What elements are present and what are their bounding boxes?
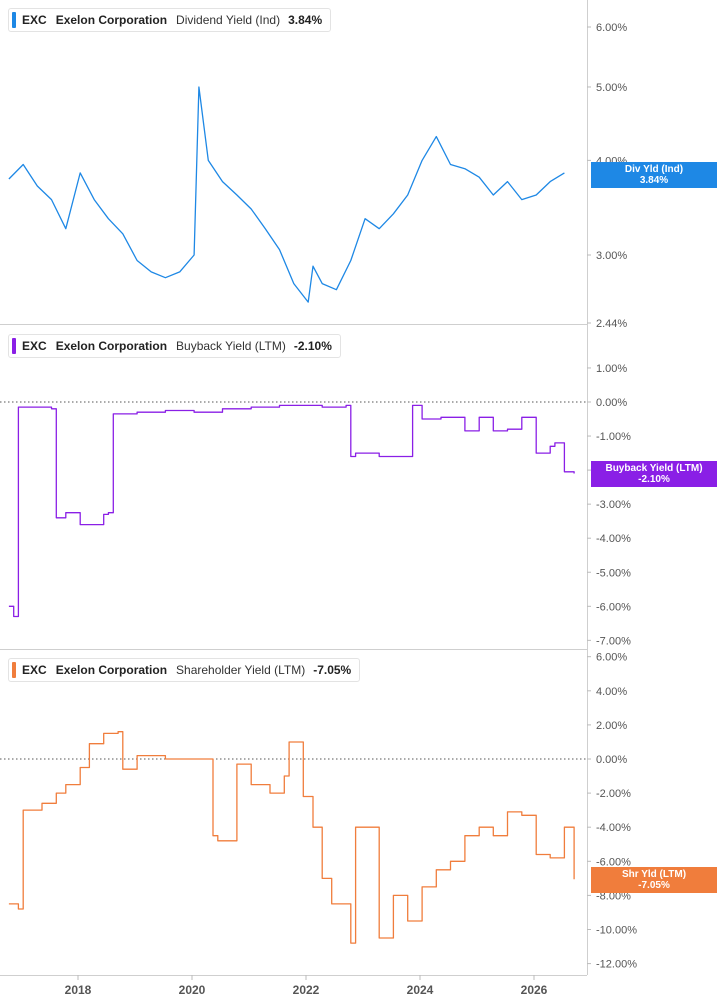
y-tick-label: 6.00%: [596, 22, 627, 34]
legend-metric: Buyback Yield (LTM): [176, 339, 286, 353]
y-tick-label: 4.00%: [596, 686, 627, 698]
tag-name: Div Yld (Ind): [624, 164, 684, 175]
tag-value: 3.84%: [639, 175, 669, 186]
x-tick-label: 2024: [407, 983, 434, 997]
y-tick-label: 0.00%: [596, 397, 627, 409]
legend-company: Exelon Corporation: [55, 13, 168, 27]
series-color-swatch: [12, 12, 16, 28]
tag-value: -7.05%: [638, 880, 670, 891]
x-tick-label: 2022: [293, 983, 320, 997]
tag-value: -2.10%: [638, 474, 670, 485]
legend-shareholder-yield: EXC Exelon Corporation Shareholder Yield…: [8, 658, 361, 682]
last-value-tag-buyback: Buyback Yield (LTM) -2.10%: [591, 461, 717, 487]
legend-value: -7.05%: [313, 663, 352, 677]
series-line-shareholder: [8, 731, 575, 944]
x-tick-label: 2026: [521, 983, 548, 997]
y-tick-label: 5.00%: [596, 82, 627, 94]
y-tick-label: -4.00%: [596, 533, 631, 545]
series-color-swatch: [12, 338, 16, 354]
y-tick-label: -6.00%: [596, 601, 631, 613]
y-tick-label: -8.00%: [596, 890, 631, 902]
y-tick-label: -5.00%: [596, 567, 631, 579]
y-tick-label: 0.00%: [596, 754, 627, 766]
tag-name: Shr Yld (LTM): [621, 869, 687, 880]
legend-metric: Shareholder Yield (LTM): [176, 663, 306, 677]
legend-ticker: EXC: [22, 663, 47, 677]
y-tick-label: -4.00%: [596, 822, 631, 834]
legend-company: Exelon Corporation: [55, 339, 168, 353]
y-tick-label: -6.00%: [596, 856, 631, 868]
y-tick-label: 1.00%: [596, 363, 627, 375]
y-tick-label: 2.44%: [596, 318, 627, 330]
y-tick-label: -7.00%: [596, 635, 631, 647]
y-tick-label: 3.00%: [596, 250, 627, 262]
legend-dividend-yield: EXC Exelon Corporation Dividend Yield (I…: [8, 8, 332, 32]
x-tick-label: 2020: [179, 983, 206, 997]
legend-ticker: EXC: [22, 339, 47, 353]
series-line-buyback: [8, 404, 575, 618]
series-line-dividend: [8, 86, 565, 303]
y-tick-label: -1.00%: [596, 431, 631, 443]
legend-value: 3.84%: [288, 13, 323, 27]
legend-company: Exelon Corporation: [55, 663, 168, 677]
y-tick-label: 2.00%: [596, 720, 627, 732]
x-tick-label: 2018: [65, 983, 92, 997]
series-color-swatch: [12, 662, 16, 678]
legend-value: -2.10%: [293, 339, 332, 353]
legend-buyback-yield: EXC Exelon Corporation Buyback Yield (LT…: [8, 334, 341, 358]
y-tick-label: -2.00%: [596, 788, 631, 800]
last-value-tag-dividend: Div Yld (Ind) 3.84%: [591, 162, 717, 188]
y-tick-label: -12.00%: [596, 959, 637, 971]
y-tick-label: 6.00%: [596, 652, 627, 664]
legend-ticker: EXC: [22, 13, 47, 27]
legend-metric: Dividend Yield (Ind): [176, 13, 281, 27]
tag-name: Buyback Yield (LTM): [605, 463, 703, 474]
y-tick-label: -10.00%: [596, 925, 637, 937]
last-value-tag-shareholder: Shr Yld (LTM) -7.05%: [591, 867, 717, 893]
y-tick-label: -3.00%: [596, 499, 631, 511]
